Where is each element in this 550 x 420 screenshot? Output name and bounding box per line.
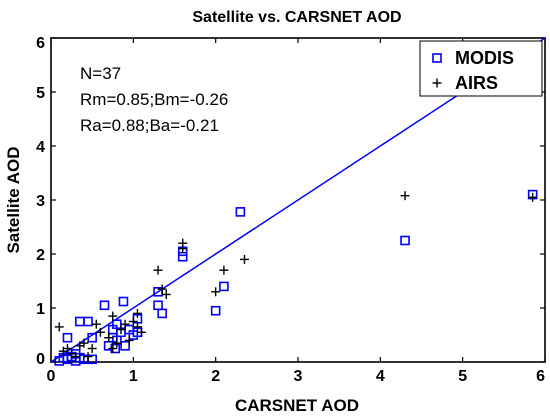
x-axis-label: CARSNET AOD bbox=[235, 396, 359, 415]
data-point-modis bbox=[210, 305, 221, 316]
data-point-modis bbox=[235, 207, 246, 217]
legend: MODIS AIRS bbox=[419, 40, 543, 97]
data-point-airs bbox=[62, 344, 72, 353]
y-tick-label: 6 bbox=[36, 35, 45, 52]
data-point-modis bbox=[157, 308, 167, 319]
x-tick-label: 0 bbox=[47, 368, 56, 385]
y-tick-label: 1 bbox=[36, 301, 45, 318]
y-tick-label: 0 bbox=[36, 351, 45, 368]
data-points-layer bbox=[54, 189, 538, 366]
data-point-airs bbox=[120, 319, 130, 329]
x-tick-label: 4 bbox=[376, 368, 385, 385]
data-point-modis bbox=[83, 316, 93, 327]
data-point-airs bbox=[157, 284, 167, 294]
legend-marker-airs bbox=[432, 78, 442, 88]
data-point-airs bbox=[95, 327, 105, 337]
legend-label-modis: MODIS bbox=[455, 48, 514, 68]
series-airs bbox=[54, 191, 538, 362]
legend-label-airs: AIRS bbox=[455, 73, 498, 93]
data-point-airs bbox=[124, 335, 134, 345]
data-point-modis bbox=[118, 296, 129, 307]
legend-marker-modis bbox=[432, 53, 442, 63]
data-point-airs bbox=[153, 265, 163, 275]
y-tick-label: 5 bbox=[36, 85, 45, 102]
data-point-airs bbox=[128, 317, 138, 326]
data-point-airs bbox=[178, 244, 188, 254]
data-point-modis bbox=[87, 332, 97, 343]
data-point-modis bbox=[219, 281, 229, 292]
data-point-airs bbox=[116, 325, 126, 335]
data-point-airs bbox=[112, 338, 122, 348]
data-point-modis bbox=[400, 235, 410, 246]
data-point-airs bbox=[161, 290, 171, 299]
data-point-airs bbox=[108, 344, 118, 353]
data-point-airs bbox=[219, 265, 229, 275]
data-point-airs bbox=[108, 311, 118, 321]
legend-item-modis: MODIS bbox=[432, 48, 514, 68]
data-point-airs bbox=[239, 254, 249, 264]
data-point-airs bbox=[91, 319, 101, 329]
data-point-airs bbox=[528, 192, 538, 202]
data-point-modis bbox=[62, 332, 73, 343]
y-axis-label: Satellite AOD bbox=[4, 146, 23, 253]
data-point-airs bbox=[83, 352, 93, 362]
y-tick-label: 3 bbox=[36, 193, 45, 210]
axis-ticks: 0 1 2 3 4 5 6 0 1 2 3 4 5 6 bbox=[36, 35, 546, 385]
x-tick-label: 3 bbox=[294, 368, 303, 385]
x-tick-label: 1 bbox=[129, 368, 138, 385]
data-point-airs bbox=[132, 322, 142, 332]
x-tick-label: 2 bbox=[211, 368, 220, 385]
annotation-modis-stats: Rm=0.85;Bm=-0.26 bbox=[80, 90, 228, 109]
data-point-airs bbox=[137, 327, 147, 337]
data-point-airs bbox=[87, 344, 97, 353]
x-tick-label: 5 bbox=[458, 368, 467, 385]
data-point-airs bbox=[54, 322, 64, 332]
data-point-airs bbox=[104, 333, 114, 343]
data-point-modis bbox=[99, 300, 110, 311]
legend-box bbox=[419, 40, 543, 97]
legend-item-airs: AIRS bbox=[432, 73, 498, 93]
y-tick-label: 4 bbox=[36, 139, 45, 156]
data-point-modis bbox=[120, 340, 130, 351]
y-tick-label: 2 bbox=[36, 247, 45, 264]
annotation-n: N=37 bbox=[80, 64, 121, 83]
data-point-airs bbox=[79, 338, 89, 348]
stats-annotations: N=37 Rm=0.85;Bm=-0.26 Ra=0.88;Ba=-0.21 bbox=[80, 64, 228, 135]
data-point-airs bbox=[400, 191, 410, 201]
chart-title: Satellite vs. CARSNET AOD bbox=[192, 9, 401, 26]
annotation-airs-stats: Ra=0.88;Ba=-0.21 bbox=[80, 116, 219, 135]
data-point-airs bbox=[132, 308, 142, 318]
data-point-airs bbox=[71, 352, 81, 362]
data-point-airs bbox=[211, 287, 221, 297]
x-tick-label: 6 bbox=[536, 368, 545, 385]
